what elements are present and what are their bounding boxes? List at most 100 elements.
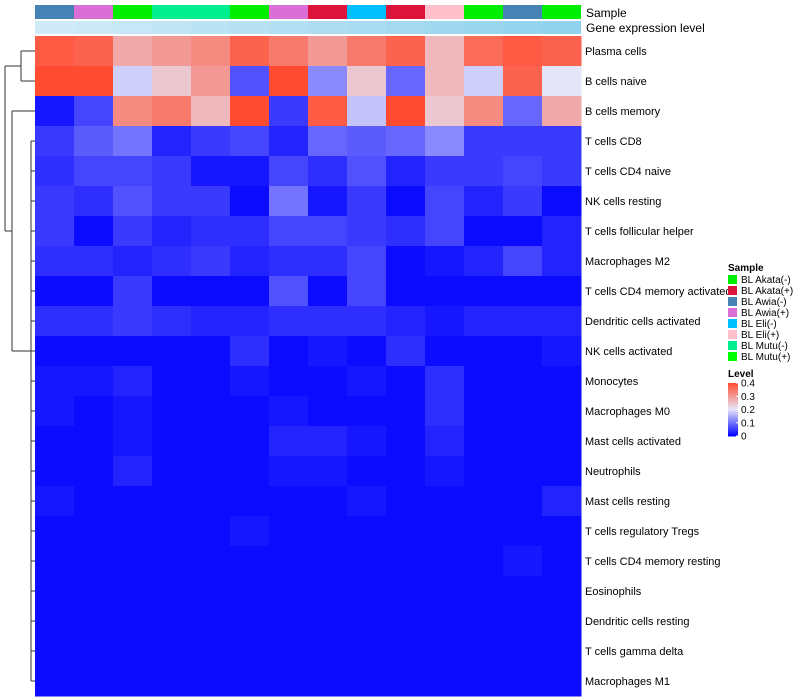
row-label: Neutrophils bbox=[585, 466, 641, 478]
heatmap-cell bbox=[464, 636, 504, 667]
heatmap-cell bbox=[425, 366, 465, 397]
heatmap-cell bbox=[35, 636, 75, 667]
expression-annotation-cell bbox=[386, 21, 425, 34]
heatmap-cell bbox=[152, 306, 192, 337]
heatmap-cell bbox=[386, 96, 426, 127]
heatmap-cell bbox=[35, 606, 75, 637]
heatmap-cell bbox=[542, 246, 582, 277]
heatmap-cell bbox=[269, 366, 309, 397]
heatmap-cell bbox=[464, 336, 504, 367]
sample-legend-swatch bbox=[728, 352, 737, 361]
level-colorbar-step bbox=[728, 383, 738, 385]
heatmap-cell bbox=[464, 96, 504, 127]
heatmap-cell bbox=[35, 156, 75, 187]
heatmap-cell bbox=[230, 186, 270, 217]
heatmap-cell bbox=[386, 336, 426, 367]
row-label: T cells gamma delta bbox=[585, 646, 684, 658]
heatmap-cell bbox=[35, 216, 75, 247]
heatmap-cell bbox=[74, 126, 114, 157]
level-colorbar-step bbox=[728, 429, 738, 432]
sample-annotation-cell bbox=[35, 5, 74, 19]
row-label: Macrophages M1 bbox=[585, 676, 670, 688]
heatmap-cell bbox=[347, 336, 387, 367]
heatmap-cell bbox=[542, 396, 582, 427]
heatmap-cell bbox=[503, 126, 543, 157]
heatmap-cell bbox=[269, 276, 309, 307]
heatmap-cell bbox=[191, 276, 231, 307]
heatmap-cell bbox=[152, 246, 192, 277]
heatmap-cell bbox=[113, 396, 153, 427]
heatmap-cell bbox=[308, 186, 348, 217]
level-legend-tick-label: 0 bbox=[741, 432, 747, 443]
heatmap-cell bbox=[425, 126, 465, 157]
level-colorbar-step bbox=[728, 400, 738, 403]
heatmap-cell bbox=[269, 96, 309, 127]
heatmap-cell bbox=[464, 246, 504, 277]
heatmap-cell bbox=[464, 396, 504, 427]
expression-annotation-cell bbox=[191, 21, 230, 34]
heatmap-cell bbox=[152, 456, 192, 487]
heatmap-cell bbox=[269, 666, 309, 697]
heatmap-cell bbox=[503, 486, 543, 517]
sample-annotation-cell bbox=[542, 5, 581, 19]
level-colorbar-step bbox=[728, 394, 738, 397]
level-colorbar-step bbox=[728, 408, 738, 410]
heatmap-cell bbox=[152, 546, 192, 577]
heatmap-cell bbox=[152, 666, 192, 697]
heatmap-cell bbox=[191, 456, 231, 487]
heatmap-cell bbox=[347, 426, 387, 457]
heatmap-cell bbox=[113, 96, 153, 127]
heatmap-cell bbox=[35, 486, 75, 517]
heatmap-cell bbox=[347, 606, 387, 637]
heatmap-cell bbox=[230, 216, 270, 247]
heatmap-cell bbox=[542, 456, 582, 487]
row-label: NK cells resting bbox=[585, 196, 661, 208]
heatmap-cell bbox=[308, 96, 348, 127]
heatmap-cell bbox=[464, 576, 504, 607]
heatmap-cell bbox=[386, 666, 426, 697]
heatmap-cell bbox=[425, 336, 465, 367]
heatmap-cell bbox=[113, 636, 153, 667]
heatmap-cell bbox=[347, 546, 387, 577]
sample-legend-entry: BL Awia(-) bbox=[741, 297, 787, 308]
heatmap-cell bbox=[113, 456, 153, 487]
heatmap-cell bbox=[503, 456, 543, 487]
heatmap-cell bbox=[152, 606, 192, 637]
heatmap-cell bbox=[308, 306, 348, 337]
heatmap-cell bbox=[191, 36, 231, 67]
level-colorbar-step bbox=[728, 385, 738, 388]
heatmap-cell bbox=[464, 66, 504, 97]
heatmap-cell bbox=[269, 36, 309, 67]
level-legend-title: Level bbox=[728, 369, 754, 380]
heatmap-cell bbox=[230, 246, 270, 277]
heatmap-cell bbox=[542, 546, 582, 577]
heatmap-cell bbox=[230, 636, 270, 667]
heatmap-cell bbox=[308, 36, 348, 67]
heatmap-cell bbox=[386, 606, 426, 637]
heatmap-cell bbox=[230, 546, 270, 577]
level-colorbar-step bbox=[728, 384, 738, 387]
heatmap-cell bbox=[152, 156, 192, 187]
sample-annotation-cell bbox=[191, 5, 230, 19]
level-colorbar-step bbox=[728, 397, 738, 400]
heatmap-cell bbox=[35, 666, 75, 697]
heatmap-cell bbox=[347, 156, 387, 187]
heatmap-cell bbox=[113, 276, 153, 307]
heatmap-cell bbox=[74, 246, 114, 277]
expression-annotation-cell bbox=[74, 21, 113, 34]
heatmap-cell bbox=[230, 276, 270, 307]
heatmap-cell bbox=[542, 606, 582, 637]
expression-annotation-cell bbox=[542, 21, 581, 34]
heatmap-cell bbox=[542, 636, 582, 667]
heatmap-cell bbox=[464, 36, 504, 67]
heatmap-cell bbox=[35, 396, 75, 427]
heatmap-cell bbox=[542, 156, 582, 187]
sample-legend-swatch bbox=[728, 319, 737, 328]
expression-annotation-cell bbox=[35, 21, 74, 34]
heatmap-cell bbox=[113, 666, 153, 697]
heatmap-cell bbox=[503, 366, 543, 397]
heatmap-cell bbox=[74, 156, 114, 187]
level-colorbar-step bbox=[728, 390, 738, 393]
heatmap-cell bbox=[386, 456, 426, 487]
heatmap-cell bbox=[191, 336, 231, 367]
